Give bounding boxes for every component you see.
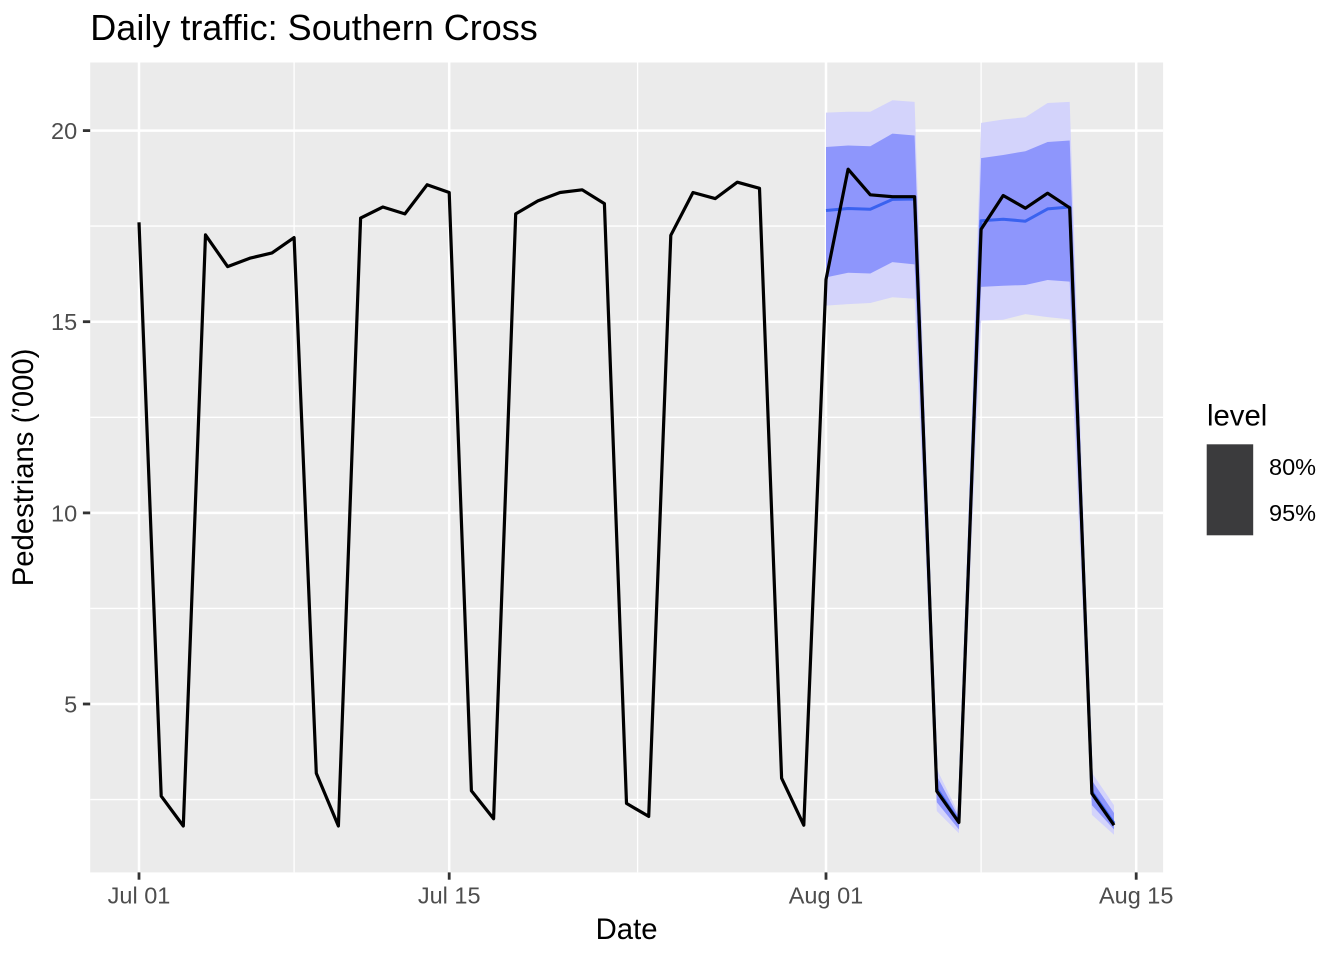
svg-text:15: 15 [51,309,77,335]
svg-text:5: 5 [64,691,77,717]
svg-text:level: level [1207,400,1267,433]
svg-text:10: 10 [51,500,77,526]
svg-text:Aug 15: Aug 15 [1099,883,1173,909]
svg-text:Jul 01: Jul 01 [108,883,171,909]
svg-text:Daily traffic: Southern Cross: Daily traffic: Southern Cross [90,7,538,48]
svg-text:Date: Date [596,913,658,946]
svg-text:Jul 15: Jul 15 [418,883,481,909]
svg-text:95%: 95% [1269,500,1316,526]
svg-text:80%: 80% [1269,454,1316,480]
svg-text:Aug 01: Aug 01 [789,883,863,909]
svg-text:Pedestrians (’000): Pedestrians (’000) [7,349,40,587]
svg-text:20: 20 [51,118,77,144]
